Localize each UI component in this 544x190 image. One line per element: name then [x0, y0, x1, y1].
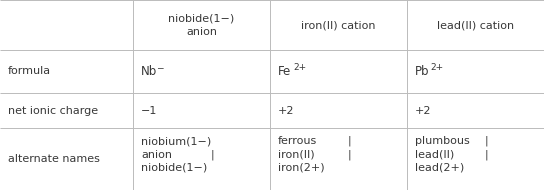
- Text: plumbous: plumbous: [415, 136, 470, 146]
- Text: ferrous: ferrous: [278, 136, 317, 146]
- Text: iron(II): iron(II): [278, 150, 314, 159]
- Text: lead(II): lead(II): [415, 150, 454, 159]
- Text: Pb: Pb: [415, 65, 430, 78]
- Text: Nb: Nb: [141, 65, 157, 78]
- Text: +2: +2: [415, 105, 431, 116]
- Text: iron(II) cation: iron(II) cation: [301, 20, 376, 30]
- Text: lead(II) cation: lead(II) cation: [437, 20, 514, 30]
- Text: niobide(1−)
anion: niobide(1−) anion: [169, 13, 234, 37]
- Text: |: |: [211, 150, 215, 160]
- Text: formula: formula: [8, 66, 51, 77]
- Text: niobium(1−): niobium(1−): [141, 136, 211, 146]
- Text: net ionic charge: net ionic charge: [8, 105, 98, 116]
- Text: 2+: 2+: [293, 63, 306, 72]
- Text: −1: −1: [141, 105, 157, 116]
- Text: iron(2+): iron(2+): [278, 163, 325, 173]
- Text: |: |: [348, 150, 351, 160]
- Text: |: |: [485, 150, 489, 160]
- Text: +2: +2: [278, 105, 294, 116]
- Text: alternate names: alternate names: [8, 154, 100, 164]
- Text: lead(2+): lead(2+): [415, 163, 464, 173]
- Text: anion: anion: [141, 150, 172, 159]
- Text: |: |: [485, 136, 489, 146]
- Text: −: −: [156, 63, 164, 72]
- Text: niobide(1−): niobide(1−): [141, 163, 207, 173]
- Text: |: |: [348, 136, 351, 146]
- Text: 2+: 2+: [430, 63, 443, 72]
- Text: Fe: Fe: [278, 65, 291, 78]
